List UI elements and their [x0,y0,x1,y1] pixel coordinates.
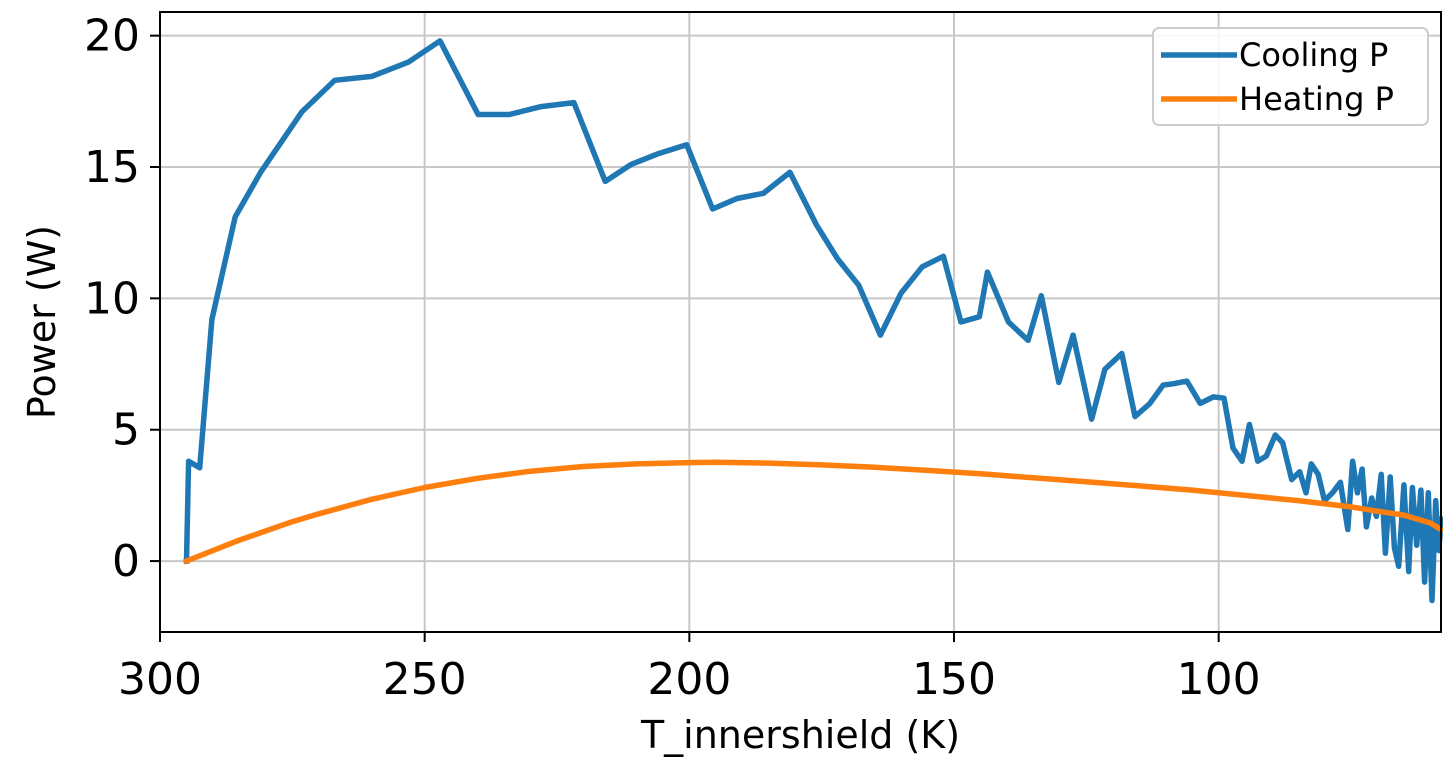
y-tick-label: 20 [84,11,140,62]
plot-area-frame [159,11,1442,633]
series-group [182,38,1443,604]
x-tick-label: 100 [1177,654,1261,705]
series-line-heating [182,459,1443,565]
legend-label-cooling: Cooling P [1239,36,1388,74]
y-axis-label: Power (W) [20,225,64,419]
x-axis-label: T_innershield (K) [640,713,960,757]
x-tick-label: 300 [118,654,202,705]
series-line-cooling [183,38,1443,604]
axis-ticks: 300 250 200 150 100 0 5 10 15 20 [84,11,1261,705]
y-tick-label: 0 [112,536,140,587]
y-tick-label: 5 [112,405,140,456]
legend: Cooling P Heating P [1152,27,1429,126]
x-tick-label: 250 [383,654,467,705]
x-tick-label: 150 [912,654,996,705]
y-tick-label: 15 [84,142,140,193]
legend-label-heating: Heating P [1239,80,1394,118]
y-tick-label: 10 [84,273,140,324]
x-tick-label: 200 [647,654,731,705]
